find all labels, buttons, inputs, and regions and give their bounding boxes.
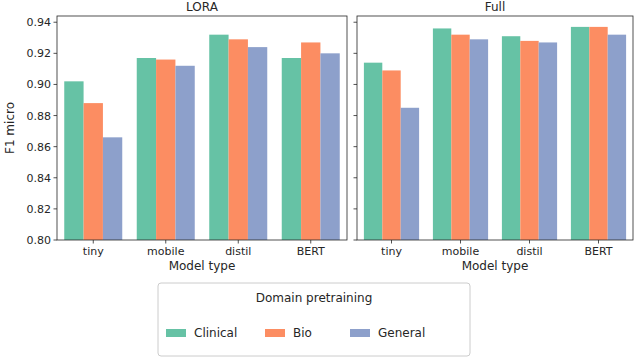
y-tick-label: 0.80 xyxy=(27,234,52,247)
frame xyxy=(357,16,633,240)
y-tick xyxy=(354,84,358,85)
x-tick xyxy=(93,240,94,244)
x-tick-label: distil xyxy=(516,245,542,258)
x-tick-label: tiny xyxy=(83,245,104,258)
y-tick-label: 0.92 xyxy=(27,47,52,60)
legend-swatch xyxy=(166,329,186,337)
y-tick-label: 0.88 xyxy=(27,110,52,123)
x-tick xyxy=(165,240,166,244)
bar xyxy=(156,60,175,240)
y-tick xyxy=(54,208,58,209)
legend-swatch xyxy=(265,329,285,337)
x-axis-label: Model type xyxy=(169,259,236,273)
bar xyxy=(589,27,607,240)
chart: LORA 0.80 0.82 0.84 0.86 0.88 0.90 0.92 0.94 tiny… xyxy=(0,0,640,360)
legend: Domain pretraining Clinical Bio General xyxy=(158,283,470,356)
x-tick-label: tiny xyxy=(381,245,402,258)
bar xyxy=(451,35,469,240)
x-tick-label: BERT xyxy=(297,245,325,258)
y-tick-label: 0.94 xyxy=(27,16,52,29)
bar xyxy=(608,35,626,240)
y-tick xyxy=(54,177,58,178)
bar xyxy=(470,39,488,240)
y-tick xyxy=(354,53,358,54)
bar xyxy=(137,58,156,240)
bar xyxy=(539,42,557,240)
subplot: LORA 0.80 0.82 0.84 0.86 0.88 0.90 0.92 0.94 tiny… xyxy=(3,0,347,273)
bar xyxy=(64,81,83,240)
x-axis-label: Model type xyxy=(462,259,529,273)
frame xyxy=(57,16,347,240)
bar xyxy=(364,63,382,240)
bar xyxy=(502,36,520,240)
y-tick xyxy=(54,53,58,54)
legend-label: General xyxy=(378,326,425,340)
x-tick-label: distil xyxy=(225,245,251,258)
bar xyxy=(433,28,451,240)
y-tick xyxy=(54,84,58,85)
legend-label: Bio xyxy=(293,326,312,340)
x-tick-label: BERT xyxy=(584,245,612,258)
bar xyxy=(320,53,339,240)
x-tick xyxy=(460,240,461,244)
title: LORA xyxy=(186,0,219,14)
y-tick-label: 0.90 xyxy=(27,78,52,91)
y-tick xyxy=(354,240,358,241)
bar xyxy=(175,66,194,240)
y-tick xyxy=(54,240,58,241)
x-tick xyxy=(529,240,530,244)
y-tick xyxy=(354,208,358,209)
bar xyxy=(229,39,248,240)
bar xyxy=(301,42,320,240)
y-tick xyxy=(354,22,358,23)
y-tick-label: 0.82 xyxy=(27,203,52,216)
bars xyxy=(64,35,340,240)
x-tick-label: mobile xyxy=(442,245,480,258)
x-tick xyxy=(391,240,392,244)
title: Full xyxy=(485,0,506,14)
y-tick xyxy=(354,177,358,178)
bar xyxy=(571,27,589,240)
bar xyxy=(103,137,122,240)
y-tick xyxy=(354,146,358,147)
x-tick xyxy=(238,240,239,244)
y-tick-label: 0.86 xyxy=(27,141,52,154)
y-axis-label: F1 micro xyxy=(3,102,17,154)
bars xyxy=(364,27,626,240)
bar xyxy=(382,70,400,240)
bar xyxy=(401,108,419,240)
bar xyxy=(520,41,538,240)
subplot: Full tiny mobile distil BERT Model type xyxy=(354,0,634,273)
legend-swatch xyxy=(350,329,370,337)
bar xyxy=(84,103,103,240)
y-tick xyxy=(54,146,58,147)
legend-label: Clinical xyxy=(194,326,237,340)
x-tick xyxy=(598,240,599,244)
y-tick-label: 0.84 xyxy=(27,172,52,185)
x-tick-label: mobile xyxy=(147,245,185,258)
x-tick xyxy=(310,240,311,244)
y-tick xyxy=(354,115,358,116)
y-tick xyxy=(54,22,58,23)
legend-title: Domain pretraining xyxy=(256,291,373,305)
y-tick xyxy=(54,115,58,116)
bar xyxy=(209,35,228,240)
bar xyxy=(282,58,301,240)
bar xyxy=(248,47,267,240)
legend-box xyxy=(158,283,470,356)
